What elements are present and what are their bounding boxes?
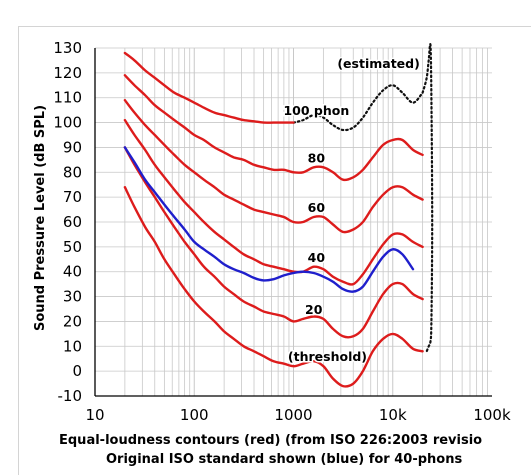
x-tick-labels: 10 100 1000 10k 100k — [85, 406, 511, 424]
curve-label: (estimated) — [337, 56, 419, 71]
x-tick-label: 10k — [379, 406, 407, 424]
y-tick-label: 100 — [53, 114, 82, 132]
curve-label: 80 — [308, 150, 326, 165]
y-tick-label: 130 — [53, 39, 82, 57]
axes — [94, 48, 492, 397]
y-tick-label: 50 — [63, 238, 82, 256]
annotation-layer: (estimated) 100 phon 80 60 40 20 (threshold) — [282, 54, 421, 365]
x-axis-title-line-2: Original ISO standard shown (blue) for 4… — [106, 452, 462, 467]
curve-label: 20 — [305, 302, 323, 317]
y-tick-label: 60 — [63, 213, 82, 231]
y-tick-label: 20 — [63, 312, 82, 330]
curve-label: (threshold) — [288, 349, 367, 364]
y-tick-label: 0 — [72, 362, 82, 380]
y-tick-label: 110 — [53, 89, 82, 107]
series-layer — [123, 43, 434, 388]
y-tick-label: 40 — [63, 263, 82, 281]
series-line-40 — [123, 118, 424, 286]
x-tick-label: 10 — [85, 406, 104, 424]
curve-label: 40 — [308, 250, 326, 265]
x-axis-title-line-1: Equal-loudness contours (red) (from ISO … — [59, 433, 482, 448]
series-line-estimated — [292, 84, 424, 132]
y-tick-label: 70 — [63, 188, 82, 206]
y-axis-title: Sound Pressure Level (dB SPL) — [33, 105, 48, 331]
series-line-60 — [123, 99, 424, 234]
y-tick-label: 80 — [63, 163, 82, 181]
series-line-80 — [123, 74, 424, 182]
x-tick-label: 100k — [473, 406, 511, 424]
series-line-20 — [123, 146, 424, 339]
y-tick-label: 10 — [63, 337, 82, 355]
series-line-dotted-7 — [421, 43, 434, 353]
series-line-100-phon — [123, 51, 295, 124]
y-tick-label: 120 — [53, 64, 82, 82]
series-line-threshold — [123, 186, 424, 388]
curve-label: 60 — [308, 200, 326, 215]
series-line-blue-8 — [123, 146, 415, 293]
y-tick-label: -10 — [58, 387, 83, 405]
x-tick-label: 100 — [180, 406, 209, 424]
curve-label: 100 phon — [283, 103, 349, 118]
y-tick-label: 90 — [63, 138, 82, 156]
y-tick-label: 30 — [63, 288, 82, 306]
x-tick-label: 1000 — [274, 406, 312, 424]
